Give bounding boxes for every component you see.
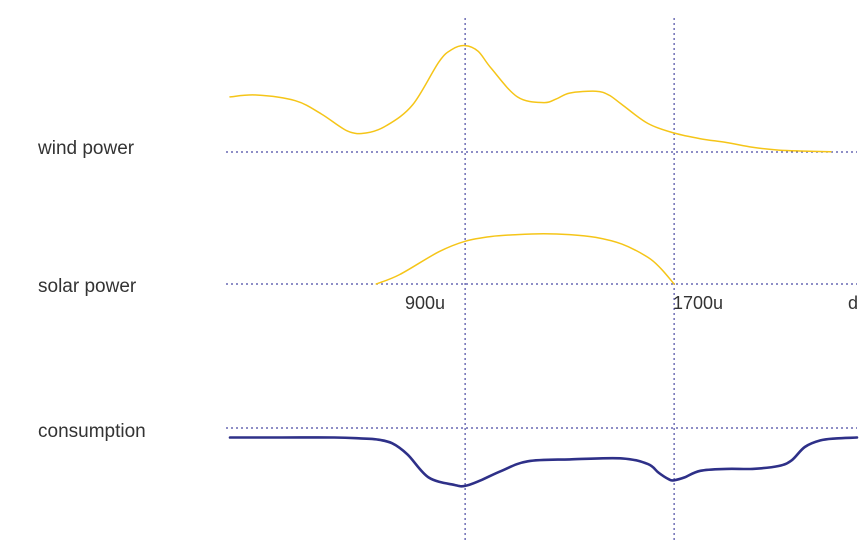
marker-label-1700u: 1700u — [673, 293, 723, 313]
guide-lines — [226, 18, 857, 540]
row-label-wind-power: wind power — [37, 138, 135, 159]
text-labels: wind power solar power consumption 900u … — [37, 138, 858, 442]
row-label-consumption: consumption — [38, 421, 146, 442]
row-label-solar-power: solar power — [38, 276, 137, 297]
series-curves — [228, 44, 859, 488]
series-line-wind-power — [229, 44, 832, 153]
marker-label-d: d — [848, 293, 858, 313]
marker-label-900u: 900u — [405, 293, 445, 313]
series-line-consumption — [228, 436, 859, 488]
series-line-solar-power — [375, 232, 675, 285]
